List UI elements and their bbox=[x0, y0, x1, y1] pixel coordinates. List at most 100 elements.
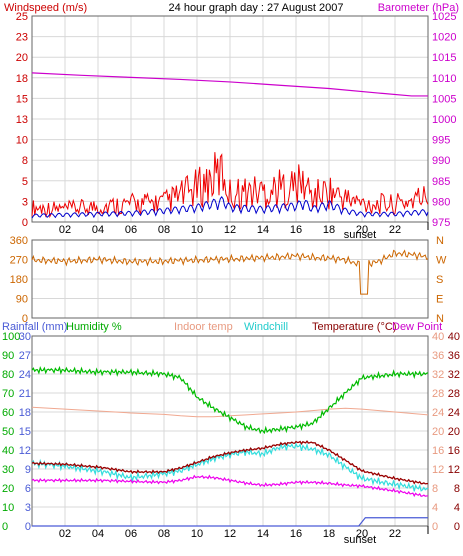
p1-xtick: 08 bbox=[158, 224, 170, 236]
barometer-tick: 1010 bbox=[432, 73, 456, 85]
legend-temperature: Temperature (°C) bbox=[312, 321, 396, 333]
rainfall-tick: 24 bbox=[19, 369, 31, 381]
panel1-frame bbox=[31, 15, 429, 223]
barometer-line bbox=[31, 72, 428, 97]
temperature-tick: 32 bbox=[448, 369, 460, 381]
compass-tick: N bbox=[436, 235, 444, 247]
rainfall-tick: 21 bbox=[19, 388, 31, 400]
barometer-tick: 995 bbox=[432, 135, 450, 147]
indoor-temp-line bbox=[31, 406, 429, 418]
windspeed-tick: 0 bbox=[22, 217, 28, 229]
windspeed-tick: 25 bbox=[16, 11, 28, 23]
humidity-tick: 50 bbox=[2, 426, 14, 438]
p1-xtick: 04 bbox=[92, 224, 104, 236]
wind-gust-line bbox=[31, 152, 429, 219]
rainfall-tick: 9 bbox=[25, 464, 31, 476]
humidity-tick: 20 bbox=[2, 483, 14, 495]
humidity-line bbox=[31, 365, 429, 435]
p3-xtick: 16 bbox=[290, 528, 302, 540]
p3-xtick: 18 bbox=[323, 528, 335, 540]
p1-xtick: 02 bbox=[59, 224, 71, 236]
temperature-tick: 8 bbox=[454, 483, 460, 495]
rainfall-tick: 18 bbox=[19, 407, 31, 419]
temperature-tick: 24 bbox=[448, 407, 460, 419]
windspeed-tick: 5 bbox=[22, 176, 28, 188]
rainfall-line bbox=[32, 517, 428, 527]
barometer-tick: 1000 bbox=[432, 114, 456, 126]
indoor-temp-tick: 20 bbox=[432, 426, 444, 438]
humidity-tick: 10 bbox=[2, 502, 14, 514]
windspeed-tick: 13 bbox=[16, 114, 28, 126]
temperature-tick: 20 bbox=[448, 426, 460, 438]
temperature-tick: 16 bbox=[448, 445, 460, 457]
indoor-temp-tick: 40 bbox=[432, 331, 444, 343]
direction-tick: 270 bbox=[10, 255, 28, 267]
direction-tick: 0 bbox=[22, 313, 28, 325]
p1-xtick: 20 bbox=[356, 224, 368, 236]
compass-tick: E bbox=[436, 294, 443, 306]
windspeed-tick: 10 bbox=[16, 135, 28, 147]
rainfall-tick: 0 bbox=[25, 521, 31, 533]
indoor-temp-tick: 36 bbox=[432, 350, 444, 362]
p3-xtick: 10 bbox=[191, 528, 203, 540]
direction-tick: 180 bbox=[10, 274, 28, 286]
barometer-tick: 975 bbox=[432, 217, 450, 229]
humidity-tick: 60 bbox=[2, 407, 14, 419]
direction-tick: 90 bbox=[16, 294, 28, 306]
windspeed-tick: 15 bbox=[16, 93, 28, 105]
p3-xtick: 22 bbox=[389, 528, 401, 540]
windspeed-tick: 18 bbox=[16, 73, 28, 85]
rainfall-tick: 27 bbox=[19, 350, 31, 362]
rainfall-tick: 6 bbox=[25, 483, 31, 495]
barometer-tick: 985 bbox=[432, 176, 450, 188]
p1-xtick: 22 bbox=[389, 224, 401, 236]
compass-tick: S bbox=[436, 274, 443, 286]
windspeed-tick: 8 bbox=[22, 155, 28, 167]
indoor-temp-tick: 32 bbox=[432, 369, 444, 381]
panel2-frame bbox=[31, 239, 429, 319]
indoor-temp-tick: 4 bbox=[432, 502, 438, 514]
direction-tick: 360 bbox=[10, 235, 28, 247]
rainfall-tick: 30 bbox=[19, 331, 31, 343]
temperature-tick: 4 bbox=[454, 502, 460, 514]
indoor-temp-tick: 0 bbox=[432, 521, 438, 533]
wind-direction-line bbox=[31, 249, 429, 295]
temperature-tick: 0 bbox=[454, 521, 460, 533]
humidity-tick: 80 bbox=[2, 369, 14, 381]
p3-xtick: 04 bbox=[92, 528, 104, 540]
chart-title: 24 hour graph day : 27 August 2007 bbox=[169, 2, 344, 14]
rainfall-tick: 12 bbox=[19, 445, 31, 457]
temperature-tick: 40 bbox=[448, 331, 460, 343]
barometer-tick: 1015 bbox=[432, 52, 456, 64]
p3-xtick: 14 bbox=[257, 528, 269, 540]
sunset-label-3: sunset bbox=[344, 534, 376, 546]
humidity-tick: 30 bbox=[2, 464, 14, 476]
sunset-label-1: sunset bbox=[344, 229, 376, 241]
p1-xtick: 14 bbox=[257, 224, 269, 236]
humidity-tick: 0 bbox=[2, 521, 8, 533]
barometer-tick: 1025 bbox=[432, 11, 456, 23]
indoor-temp-tick: 12 bbox=[432, 464, 444, 476]
barometer-tick: 1020 bbox=[432, 32, 456, 44]
barometer-tick: 980 bbox=[432, 196, 450, 208]
windspeed-tick: 3 bbox=[22, 196, 28, 208]
dewpoint-line bbox=[31, 474, 429, 498]
temperature-tick: 28 bbox=[448, 388, 460, 400]
indoor-temp-tick: 8 bbox=[432, 483, 438, 495]
p3-xtick: 12 bbox=[224, 528, 236, 540]
barometer-tick: 990 bbox=[432, 155, 450, 167]
indoor-temp-tick: 28 bbox=[432, 388, 444, 400]
rainfall-tick: 15 bbox=[19, 426, 31, 438]
humidity-tick: 100 bbox=[2, 331, 20, 343]
rainfall-tick: 3 bbox=[25, 502, 31, 514]
p1-xtick: 10 bbox=[191, 224, 203, 236]
wind-average-line bbox=[31, 195, 429, 219]
p3-xtick: 20 bbox=[356, 528, 368, 540]
p3-xtick: 08 bbox=[158, 528, 170, 540]
p3-xtick: 06 bbox=[125, 528, 137, 540]
legend-dewpoint: Dew Point bbox=[392, 321, 442, 333]
compass-tick: W bbox=[436, 255, 447, 267]
humidity-tick: 40 bbox=[2, 445, 14, 457]
windspeed-label: Windspeed (m/s) bbox=[4, 2, 87, 14]
